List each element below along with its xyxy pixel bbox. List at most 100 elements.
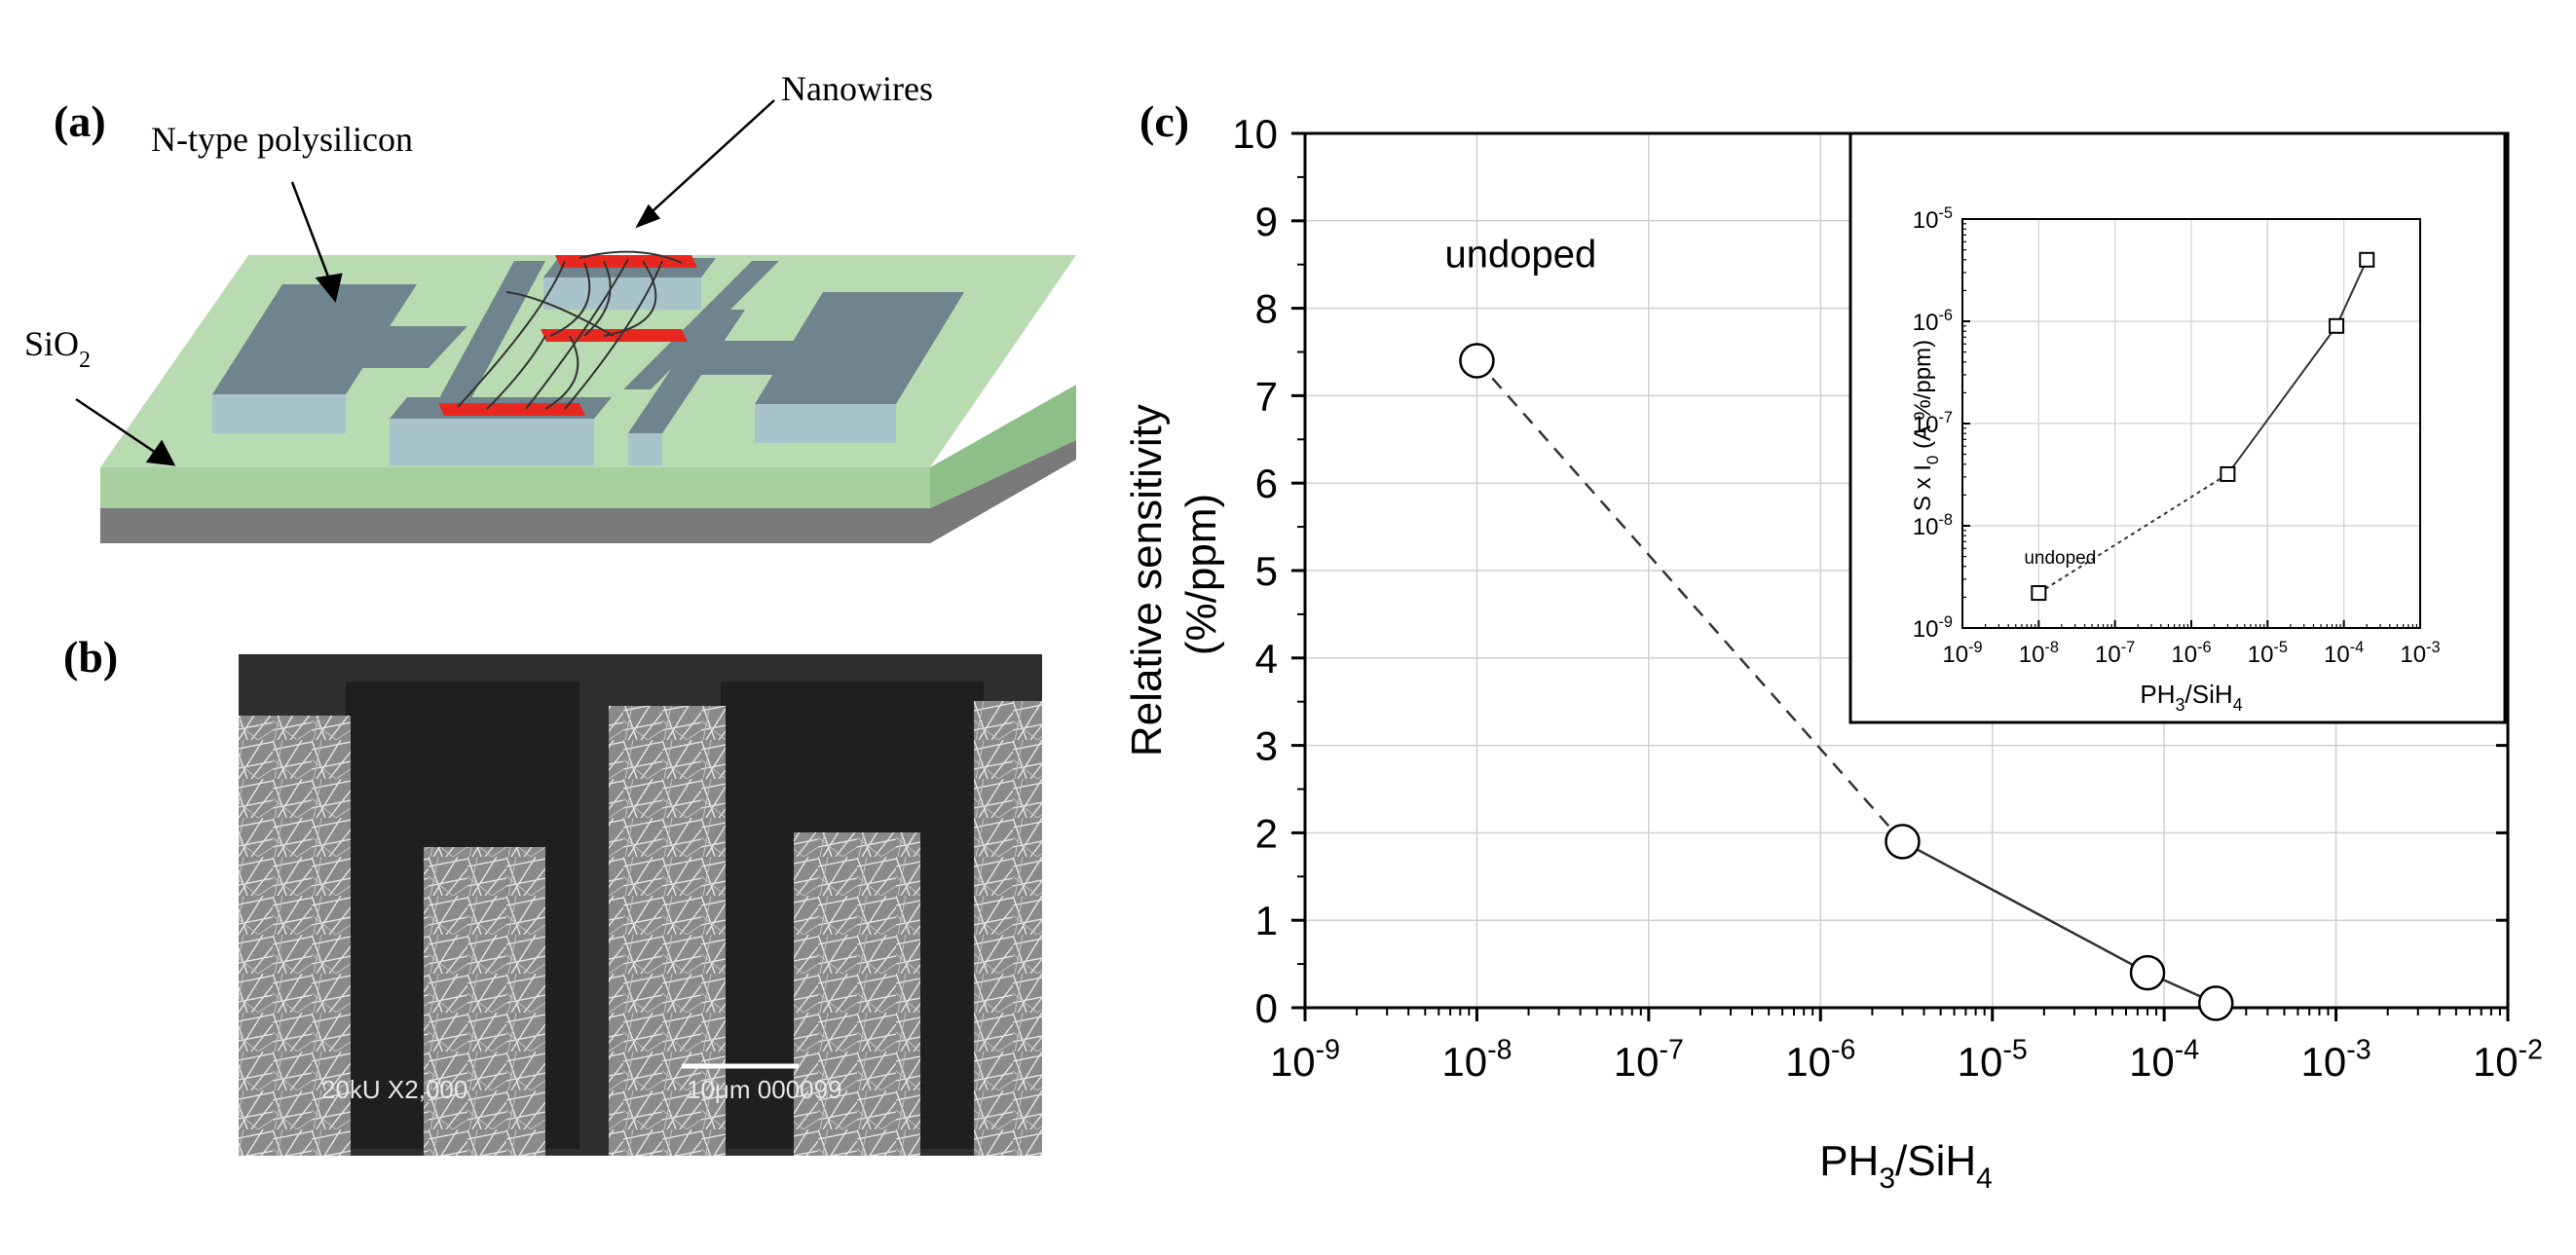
sem-electrode-1 bbox=[239, 716, 351, 1156]
main-y-label-line1: Relative sensitivity bbox=[1123, 404, 1171, 757]
bottom-block-front bbox=[390, 419, 594, 465]
inset-y-tick-label: 10-8 bbox=[1913, 511, 1953, 540]
inset-x-tick-label-exponent: -6 bbox=[2197, 639, 2212, 656]
inset-y-tick-label-base: 10 bbox=[1913, 412, 1939, 438]
inset-x-tick-label: 10-7 bbox=[2095, 639, 2135, 668]
polysilicon-arrow bbox=[290, 181, 333, 285]
main-y-tick-label: 8 bbox=[1255, 286, 1278, 332]
main-x-tick-label-base: 10 bbox=[1958, 1039, 2003, 1085]
inset-x-tick-label-exponent: -4 bbox=[2350, 639, 2365, 656]
nanowires-arrowhead bbox=[635, 203, 661, 229]
inset-y-tick-label-exponent: -7 bbox=[1938, 409, 1953, 426]
inset-undoped-annotation: undoped bbox=[2024, 548, 2096, 569]
inset-y-tick-label-base: 10 bbox=[1913, 616, 1939, 643]
inset-y-tick-label-exponent: -9 bbox=[1938, 613, 1953, 631]
main-y-tick-label: 5 bbox=[1255, 548, 1278, 594]
main-x-tick-label-base: 10 bbox=[2129, 1039, 2175, 1085]
inset-x-tick-label: 10-6 bbox=[2171, 639, 2211, 668]
inset-x-tick-label: 10-8 bbox=[2019, 639, 2059, 668]
inset-y-tick-label: 10-7 bbox=[1913, 409, 1953, 438]
inset-chart: 10-9 10-8 10-7 10-6 10-5 10-4 10-310-910-810-7… bbox=[1848, 131, 2507, 724]
sio2-label-main: SiO bbox=[24, 324, 79, 363]
polysilicon-arrowhead bbox=[315, 273, 343, 303]
right-pad-top bbox=[755, 292, 964, 404]
inset-x-axis-label: PH3/SiH4 bbox=[2140, 680, 2242, 715]
sio2-arrowhead bbox=[145, 439, 176, 466]
panel-a-label: (a) bbox=[54, 96, 106, 146]
main-y-tick-label: 3 bbox=[1255, 723, 1278, 769]
right-pad-bridge bbox=[682, 341, 808, 375]
main-x-label-sub1: 3 bbox=[1879, 1163, 1895, 1195]
sio2-arrow bbox=[75, 397, 157, 455]
main-x-tick-label-exponent: -4 bbox=[2175, 1034, 2200, 1065]
main-y-tick-label: 0 bbox=[1255, 985, 1278, 1031]
inset-x-tick-label-exponent: -7 bbox=[2121, 639, 2136, 656]
main-chart-series bbox=[1459, 343, 2234, 1021]
main-x-tick-label-exponent: -9 bbox=[1316, 1034, 1340, 1065]
main-data-point bbox=[2198, 985, 2234, 1021]
panel-b-label: (b) bbox=[63, 632, 118, 682]
inset-x-tick-label: 10-4 bbox=[2324, 639, 2364, 668]
inset-x-tick-label-base: 10 bbox=[2400, 642, 2426, 668]
main-x-tick-label: 10-7 bbox=[1614, 1034, 1684, 1085]
sem-electrode-3 bbox=[609, 706, 726, 1156]
inset-y-tick-label-exponent: -8 bbox=[1938, 511, 1953, 529]
inset-y-tick-label: 10-6 bbox=[1913, 307, 1953, 336]
sio2-label: SiO2 bbox=[24, 324, 91, 373]
main-x-label-mid: /SiH bbox=[1895, 1137, 1976, 1185]
inset-x-label-ph: PH bbox=[2140, 680, 2175, 709]
main-x-tick-label-exponent: -6 bbox=[1831, 1034, 1855, 1065]
nanowire-strands bbox=[457, 250, 683, 410]
callout-arrows bbox=[75, 99, 775, 466]
main-x-tick-label: 10-3 bbox=[2301, 1034, 2371, 1085]
inset-y-tick-label-base: 10 bbox=[1913, 514, 1939, 540]
main-chart-ticks: 10-9 10-8 10-7 10-6 10-5 10-4 10-3 10-201234567… bbox=[1232, 111, 2543, 1085]
inset-x-tick-label-exponent: -8 bbox=[2044, 639, 2059, 656]
inset-x-tick-label-exponent: -5 bbox=[2273, 639, 2288, 656]
main-x-tick-label-base: 10 bbox=[2473, 1039, 2519, 1085]
main-x-tick-label-exponent: -7 bbox=[1660, 1034, 1684, 1065]
left-pad-front bbox=[212, 394, 346, 433]
main-series-line bbox=[1901, 840, 2217, 1005]
main-y-tick-label: 7 bbox=[1255, 373, 1278, 419]
right-pad-front bbox=[755, 404, 896, 443]
main-x-tick-label-exponent: -2 bbox=[2519, 1034, 2543, 1065]
main-undoped-annotation: undoped bbox=[1445, 234, 1597, 277]
main-y-tick-label: 1 bbox=[1255, 898, 1278, 943]
inset-y-label-unit: (A %/ppm) bbox=[1910, 340, 1936, 456]
inset-x-label-sub1: 3 bbox=[2175, 695, 2184, 715]
main-x-tick-label-base: 10 bbox=[1441, 1039, 1487, 1085]
inset-y-tick-label-exponent: -6 bbox=[1938, 307, 1953, 324]
main-x-tick-label-exponent: -3 bbox=[2346, 1034, 2371, 1065]
sem-electrode-4 bbox=[794, 832, 920, 1156]
main-x-tick-label: 10-6 bbox=[1785, 1034, 1855, 1085]
inset-y-tick-label-base: 10 bbox=[1913, 207, 1939, 234]
panel-c-label: (c) bbox=[1139, 96, 1189, 146]
main-x-tick-label-base: 10 bbox=[1614, 1039, 1660, 1085]
inset-x-tick-label: 10-3 bbox=[2400, 639, 2440, 668]
inset-y-tick-label: 10-9 bbox=[1913, 613, 1953, 643]
inset-x-tick-label: 10-5 bbox=[2248, 639, 2288, 668]
red-pad-middle bbox=[541, 329, 688, 342]
inset-x-tick-label-base: 10 bbox=[2248, 642, 2274, 668]
sio2-label-sub: 2 bbox=[79, 348, 91, 373]
main-y-axis-label: Relative sensitivity (%/ppm) bbox=[1123, 392, 1225, 757]
main-x-tick-label: 10-2 bbox=[2473, 1034, 2543, 1085]
sem-electrode-2 bbox=[424, 847, 545, 1156]
panel-a: (a) Nanowires N-type polysilicon SiO2 bbox=[24, 69, 1076, 543]
main-series-line bbox=[1475, 359, 1904, 843]
inset-y-tick-label: 10-5 bbox=[1913, 204, 1953, 234]
inset-x-label-mid: /SiH bbox=[2185, 680, 2233, 709]
inset-chart-grid bbox=[1962, 219, 2420, 628]
main-x-tick-label: 10-5 bbox=[1958, 1034, 2028, 1085]
main-x-tick-label-base: 10 bbox=[1270, 1039, 1316, 1085]
main-y-tick-label: 4 bbox=[1255, 636, 1278, 682]
nanowires-label: Nanowires bbox=[781, 69, 933, 108]
substrate-front-green bbox=[100, 467, 930, 508]
center-electrode-top bbox=[433, 261, 545, 409]
main-data-point bbox=[2129, 954, 2166, 991]
main-x-tick-label-base: 10 bbox=[1785, 1039, 1831, 1085]
inset-y-label-sub: 0 bbox=[1923, 456, 1942, 464]
substrate-bottom-gray bbox=[100, 440, 1076, 543]
inset-x-tick-label-base: 10 bbox=[2019, 642, 2045, 668]
